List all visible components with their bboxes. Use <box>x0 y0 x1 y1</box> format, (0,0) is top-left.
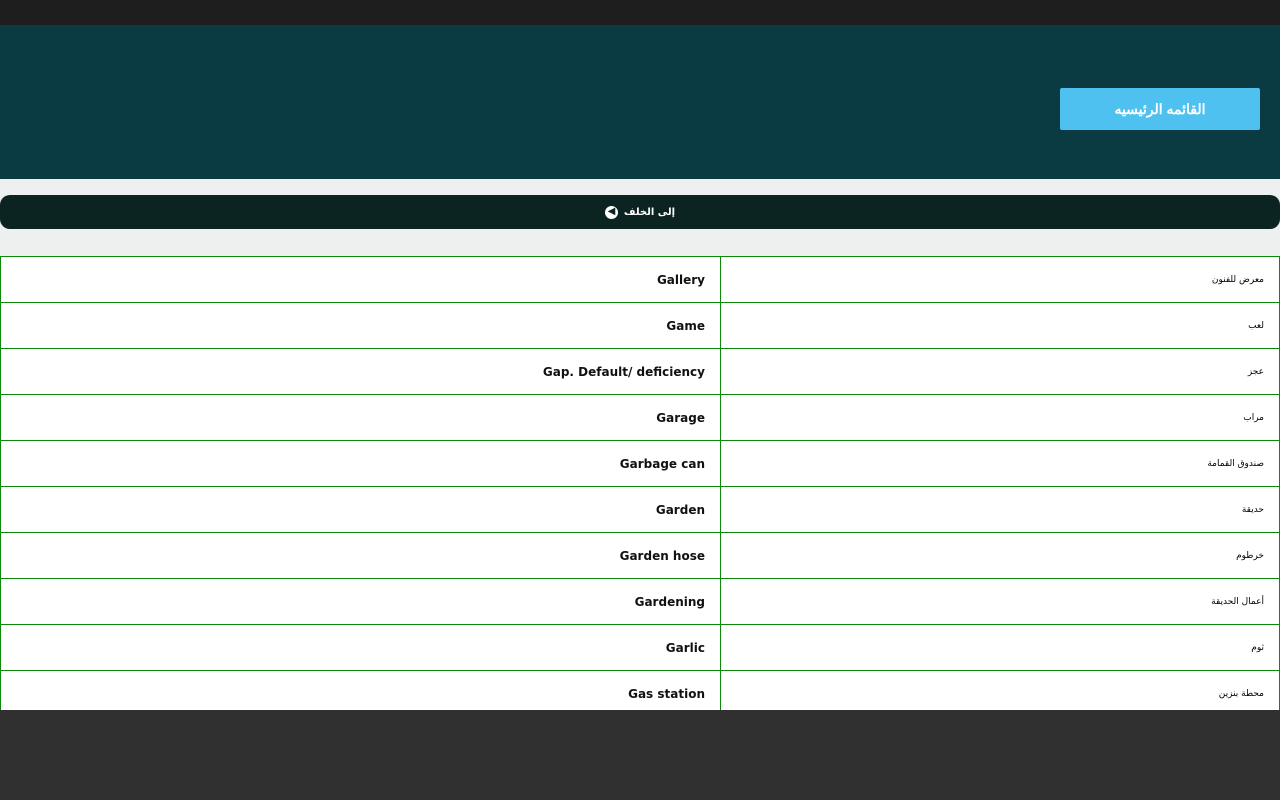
table-row: Game لعب <box>0 302 1280 349</box>
english-term: Garbage can <box>0 440 721 487</box>
content-area: إلى الخلف ◀ Gallery معرض للفنون Game لعب Gap… <box>0 179 1280 710</box>
header: القائمه الرئيسيه <box>0 25 1280 179</box>
arabic-term: محطة بنزين <box>720 670 1280 710</box>
english-term: Gallery <box>0 256 721 303</box>
english-term: Gardening <box>0 578 721 625</box>
english-term: Game <box>0 302 721 349</box>
table-row: Garlic ثوم <box>0 624 1280 671</box>
table-row: Gallery معرض للفنون <box>0 256 1280 303</box>
arabic-term: معرض للفنون <box>720 256 1280 303</box>
english-term: Garden hose <box>0 532 721 579</box>
table-row: Gardening أعمال الحديقة <box>0 578 1280 625</box>
table-row: Gap. Default/ deficiency عجز <box>0 348 1280 395</box>
arrow-left-circle-icon: ◀ <box>604 205 618 219</box>
english-term: Gap. Default/ deficiency <box>0 348 721 395</box>
table-row: Garden hose خرطوم <box>0 532 1280 579</box>
arabic-term: أعمال الحديقة <box>720 578 1280 625</box>
arabic-term: لعب <box>720 302 1280 349</box>
main-menu-button[interactable]: القائمه الرئيسيه <box>1060 88 1260 130</box>
arabic-term: ثوم <box>720 624 1280 671</box>
english-term: Gas station <box>0 670 721 710</box>
browser-top-bar <box>0 0 1280 25</box>
arabic-term: عجز <box>720 348 1280 395</box>
back-label: إلى الخلف <box>623 206 676 218</box>
arabic-term: خرطوم <box>720 532 1280 579</box>
table-row: Garden حديقة <box>0 486 1280 533</box>
arabic-term: حديقة <box>720 486 1280 533</box>
vocabulary-table: Gallery معرض للفنون Game لعب Gap. Default/ d… <box>0 256 1280 710</box>
english-term: Garage <box>0 394 721 441</box>
english-term: Garden <box>0 486 721 533</box>
table-row: Garbage can صندوق القمامة <box>0 440 1280 487</box>
english-term: Garlic <box>0 624 721 671</box>
arabic-term: مراب <box>720 394 1280 441</box>
table-row: Garage مراب <box>0 394 1280 441</box>
table-row: Gas station محطة بنزين <box>0 670 1280 710</box>
back-button[interactable]: إلى الخلف ◀ <box>0 195 1280 229</box>
arabic-term: صندوق القمامة <box>720 440 1280 487</box>
